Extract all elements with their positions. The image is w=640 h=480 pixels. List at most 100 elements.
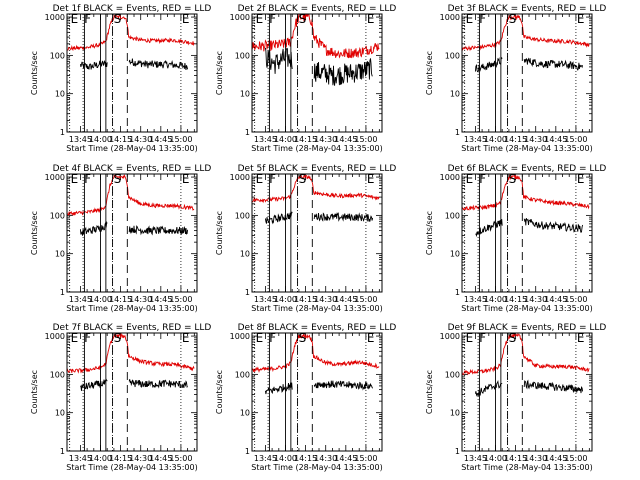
y-axis-label: Counts/sec <box>425 51 434 95</box>
panel-title: Det 9f BLACK = Events, RED = LLD <box>448 323 607 333</box>
marker-label: S <box>299 331 307 345</box>
y-tick-label: 100 <box>50 211 65 220</box>
y-tick-label: 100 <box>50 370 65 379</box>
x-tick-label: 14:45 <box>334 454 357 463</box>
panel-title: Det 3f BLACK = Events, RED = LLD <box>448 4 607 14</box>
marker-label: F <box>479 331 486 345</box>
x-tick-label: 14:30 <box>129 135 152 144</box>
y-tick-label: 1000 <box>440 332 460 341</box>
panel-7: Det 7f BLACK = Events, RED = LLD 1 10 100 10… <box>30 323 211 472</box>
y-tick-label: 1 <box>245 128 250 137</box>
marker-label: E <box>367 331 375 345</box>
y-tick-label: 1 <box>455 128 460 137</box>
x-tick-label: 14:15 <box>504 295 527 304</box>
plot-frame <box>251 173 383 293</box>
panel-1: Det 1f BLACK = Events, RED = LLD 1 10 100 10… <box>30 4 211 153</box>
marker-label: F <box>479 12 486 26</box>
marker-label: E <box>182 172 190 186</box>
marker-label: E <box>256 331 264 345</box>
y-axis-label: Counts/sec <box>215 370 224 414</box>
y-axis-label: Counts/sec <box>30 51 39 95</box>
marker-label: S <box>114 172 122 186</box>
x-tick-label: 15:00 <box>169 295 192 304</box>
marker-label: S <box>509 172 517 186</box>
x-tick-label: 14:00 <box>274 454 297 463</box>
y-tick-label: 1 <box>60 447 65 456</box>
x-tick-label: 14:15 <box>504 454 527 463</box>
panel-title: Det 1f BLACK = Events, RED = LLD <box>53 4 212 14</box>
marker-label: E <box>71 172 79 186</box>
x-tick-label: 13:45 <box>254 295 277 304</box>
series-line-events <box>128 58 189 70</box>
series-line-lld <box>252 333 380 374</box>
series-line-lld <box>252 174 380 204</box>
marker-label: E <box>256 12 264 26</box>
x-tick-label: 14:00 <box>274 295 297 304</box>
x-tick-label: 14:30 <box>524 135 547 144</box>
x-tick-label: 14:45 <box>334 295 357 304</box>
panel-title: Det 5f BLACK = Events, RED = LLD <box>238 164 397 174</box>
x-tick-label: 15:00 <box>354 295 377 304</box>
marker-label: S <box>114 331 122 345</box>
x-tick-label: 15:00 <box>169 454 192 463</box>
series-line-lld <box>462 14 590 52</box>
y-tick-label: 100 <box>235 51 250 60</box>
x-tick-label: 14:00 <box>484 454 507 463</box>
x-tick-label: 15:00 <box>564 454 587 463</box>
y-tick-label: 10 <box>240 250 250 259</box>
panel-title: Det 6f BLACK = Events, RED = LLD <box>448 164 607 174</box>
x-axis-label: Start Time (28-May-04 13:35:00) <box>461 304 592 313</box>
series-line-events <box>523 218 584 234</box>
y-tick-label: 10 <box>450 250 460 259</box>
y-tick-label: 1000 <box>230 13 250 22</box>
plot-frame <box>461 13 593 133</box>
x-axis-label: Start Time (28-May-04 13:35:00) <box>251 304 382 313</box>
panel-title: Det 7f BLACK = Events, RED = LLD <box>53 323 212 333</box>
x-axis-label: Start Time (28-May-04 13:35:00) <box>461 463 592 472</box>
y-tick-label: 10 <box>55 90 65 99</box>
panel-title: Det 2f BLACK = Events, RED = LLD <box>238 4 397 14</box>
y-tick-label: 1000 <box>440 173 460 182</box>
x-axis-label: Start Time (28-May-04 13:35:00) <box>66 144 197 153</box>
panel-3: Det 3f BLACK = Events, RED = LLD 1 10 100 10… <box>425 4 606 153</box>
panel-9: Det 9f BLACK = Events, RED = LLD 1 10 100 10… <box>425 323 606 472</box>
series-line-lld <box>252 14 380 59</box>
series-line-events <box>313 211 374 222</box>
y-tick-label: 10 <box>240 409 250 418</box>
series-line-lld <box>462 333 590 376</box>
y-tick-label: 100 <box>445 51 460 60</box>
plot-frame <box>461 332 593 452</box>
y-tick-label: 1000 <box>45 13 65 22</box>
x-tick-label: 14:30 <box>524 295 547 304</box>
marker-label: E <box>71 12 79 26</box>
plot-frame <box>461 173 593 293</box>
marker-label: S <box>299 172 307 186</box>
plot-frame <box>66 332 198 452</box>
series-line-events <box>128 379 188 389</box>
x-tick-label: 14:15 <box>294 135 317 144</box>
x-tick-label: 15:00 <box>564 295 587 304</box>
y-tick-label: 10 <box>240 90 250 99</box>
x-tick-label: 14:15 <box>109 295 132 304</box>
marker-label: E <box>466 172 474 186</box>
y-tick-label: 1 <box>60 288 65 297</box>
panel-8: Det 8f BLACK = Events, RED = LLD 1 10 100 10… <box>215 323 396 472</box>
marker-label: E <box>466 331 474 345</box>
x-tick-label: 15:00 <box>564 135 587 144</box>
x-tick-label: 13:45 <box>464 295 487 304</box>
x-axis-label: Start Time (28-May-04 13:35:00) <box>66 463 197 472</box>
y-axis: 1 10 100 1000 <box>440 332 592 456</box>
x-tick-label: 13:45 <box>254 454 277 463</box>
panel-title: Det 4f BLACK = Events, RED = LLD <box>53 164 212 174</box>
x-axis-label: Start Time (28-May-04 13:35:00) <box>66 304 197 313</box>
y-tick-label: 1000 <box>440 13 460 22</box>
marker-label: S <box>299 12 307 26</box>
